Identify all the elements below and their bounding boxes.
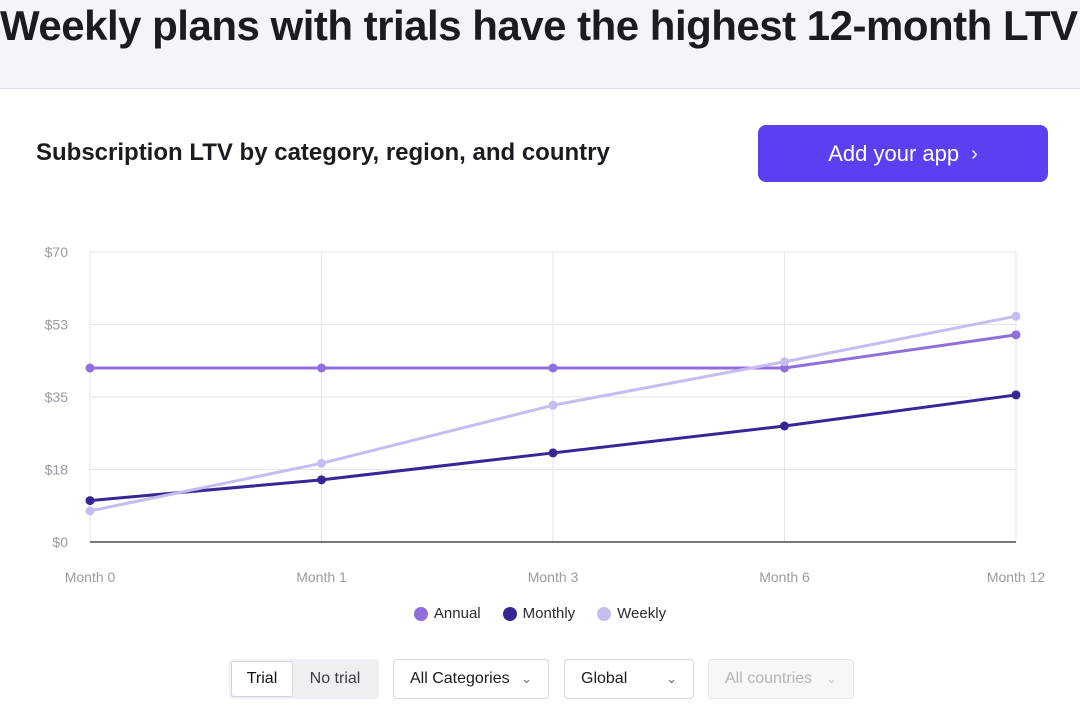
data-point-weekly xyxy=(1011,311,1021,321)
card-title: Subscription LTV by category, region, an… xyxy=(36,139,610,166)
x-tick-label: Month 6 xyxy=(759,569,810,585)
data-point-weekly xyxy=(317,458,326,468)
y-tick-label: $0 xyxy=(52,534,68,550)
x-tick-label: Month 0 xyxy=(65,569,116,585)
ltv-card: Subscription LTV by category, region, an… xyxy=(0,88,1080,708)
x-tick-label: Month 1 xyxy=(296,569,347,585)
data-point-monthly xyxy=(317,475,326,485)
data-point-weekly xyxy=(780,357,789,367)
legend-label: Weekly xyxy=(617,605,667,622)
data-point-monthly xyxy=(1011,390,1021,400)
y-tick-label: $70 xyxy=(45,244,69,260)
legend-item-monthly: Monthly xyxy=(502,605,576,622)
y-tick-label: $53 xyxy=(45,317,69,333)
region-select[interactable]: Global ⌄ xyxy=(564,659,694,699)
data-point-weekly xyxy=(85,506,95,516)
data-point-monthly xyxy=(85,496,95,506)
chevron-down-icon: ⌄ xyxy=(666,671,677,686)
y-tick-label: $18 xyxy=(45,462,69,478)
data-point-annual xyxy=(317,363,326,373)
no-trial-option[interactable]: No trial xyxy=(293,661,377,697)
data-point-weekly xyxy=(548,400,558,410)
ltv-line-chart: $0 $18 $35 $53 $70 Month 0 Month 1 Month 3 Month… xyxy=(45,244,1046,585)
legend-swatch xyxy=(502,606,517,621)
region-select-value: Global xyxy=(581,670,628,687)
chevron-right-icon: › xyxy=(971,142,978,165)
x-tick-label: Month 12 xyxy=(987,569,1046,585)
chevron-down-icon: ⌄ xyxy=(826,671,837,686)
add-your-app-label: Add your app xyxy=(828,140,960,166)
trial-option[interactable]: Trial xyxy=(231,661,293,697)
country-select-value: All countries xyxy=(725,670,813,687)
category-select[interactable]: All Categories ⌄ xyxy=(393,659,549,699)
x-tick-label: Month 3 xyxy=(528,569,579,585)
data-point-monthly xyxy=(780,421,789,431)
country-select: All countries ⌄ xyxy=(708,659,854,699)
legend-label: Annual xyxy=(433,605,481,622)
trial-toggle: Trial No trial xyxy=(229,659,379,699)
y-tick-label: $35 xyxy=(45,389,69,405)
chevron-down-icon: ⌄ xyxy=(521,671,532,686)
legend-swatch xyxy=(597,606,612,621)
data-point-annual xyxy=(780,363,789,373)
data-point-annual xyxy=(85,363,95,373)
legend-swatch xyxy=(413,606,428,621)
data-point-annual xyxy=(1011,330,1021,340)
legend-item-weekly: Weekly xyxy=(597,605,666,622)
page-headline: Weekly plans with trials have the highes… xyxy=(0,2,1078,49)
data-point-annual xyxy=(548,363,558,373)
category-select-value: All Categories xyxy=(410,670,510,687)
legend-item-annual: Annual xyxy=(413,605,481,622)
chart-legend: Annual Monthly Weekly xyxy=(0,605,1080,622)
data-point-monthly xyxy=(548,448,558,458)
legend-label: Monthly xyxy=(522,605,576,622)
add-your-app-button[interactable]: Add your app › xyxy=(758,125,1048,182)
